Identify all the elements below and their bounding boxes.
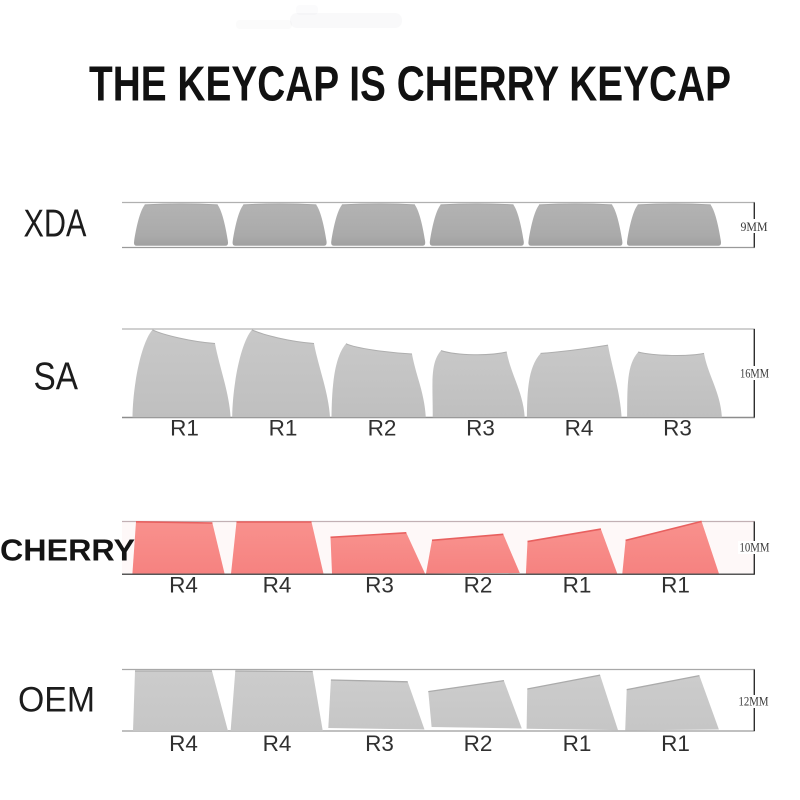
svg-text:R3: R3 bbox=[663, 416, 692, 441]
svg-text:R1: R1 bbox=[170, 416, 199, 441]
svg-text:R4: R4 bbox=[565, 416, 594, 441]
svg-text:R4: R4 bbox=[169, 573, 198, 598]
svg-text:R4: R4 bbox=[263, 731, 292, 756]
svg-text:R2: R2 bbox=[464, 573, 493, 598]
svg-text:R4: R4 bbox=[169, 731, 198, 756]
svg-text:SA: SA bbox=[34, 356, 79, 399]
svg-text:XDA: XDA bbox=[24, 203, 87, 246]
svg-text:R1: R1 bbox=[563, 731, 592, 756]
svg-text:R1: R1 bbox=[269, 416, 298, 441]
svg-text:R1: R1 bbox=[661, 731, 690, 756]
svg-text:R3: R3 bbox=[466, 416, 495, 441]
svg-text:12MM: 12MM bbox=[739, 694, 769, 709]
svg-text:THE KEYCAP IS CHERRY KEYCAP: THE KEYCAP IS CHERRY KEYCAP bbox=[89, 58, 731, 112]
svg-text:R3: R3 bbox=[365, 573, 394, 598]
svg-text:R3: R3 bbox=[365, 731, 394, 756]
svg-text:R1: R1 bbox=[563, 573, 592, 598]
svg-text:R2: R2 bbox=[368, 416, 397, 441]
svg-text:9MM: 9MM bbox=[741, 219, 768, 234]
svg-text:OEM: OEM bbox=[18, 681, 95, 720]
svg-text:10MM: 10MM bbox=[740, 540, 770, 555]
svg-text:R1: R1 bbox=[661, 573, 690, 598]
svg-text:CHERRY: CHERRY bbox=[0, 533, 135, 568]
svg-text:R4: R4 bbox=[263, 573, 292, 598]
svg-text:16MM: 16MM bbox=[740, 366, 769, 381]
svg-text:R2: R2 bbox=[464, 731, 493, 756]
